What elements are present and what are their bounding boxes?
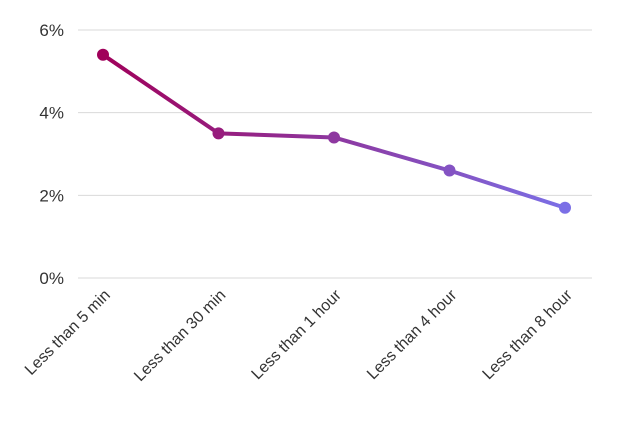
x-tick-label: Less than 5 min (22, 287, 114, 379)
data-points (97, 48, 571, 214)
y-tick-label: 0% (39, 269, 64, 288)
data-point[interactable] (559, 201, 571, 214)
series-line (101, 52, 567, 210)
x-tick-label: Less than 4 hour (364, 286, 461, 383)
series-line-path (101, 52, 567, 210)
y-axis-labels: 0% 2% 4% 6% (39, 21, 64, 288)
x-axis-labels: Less than 5 min Less than 30 min Less than… (22, 286, 576, 385)
x-tick-label: Less than 8 hour (480, 286, 577, 383)
data-point[interactable] (443, 164, 456, 177)
y-tick-label: 2% (39, 186, 64, 205)
data-point[interactable] (328, 131, 340, 144)
data-point[interactable] (97, 48, 109, 61)
y-tick-label: 4% (39, 104, 64, 123)
data-point[interactable] (212, 127, 225, 140)
x-tick-label: Less than 30 min (131, 287, 229, 385)
x-tick-label: Less than 1 hour (249, 286, 346, 383)
gridlines (78, 29, 592, 279)
y-tick-label: 6% (39, 21, 64, 40)
